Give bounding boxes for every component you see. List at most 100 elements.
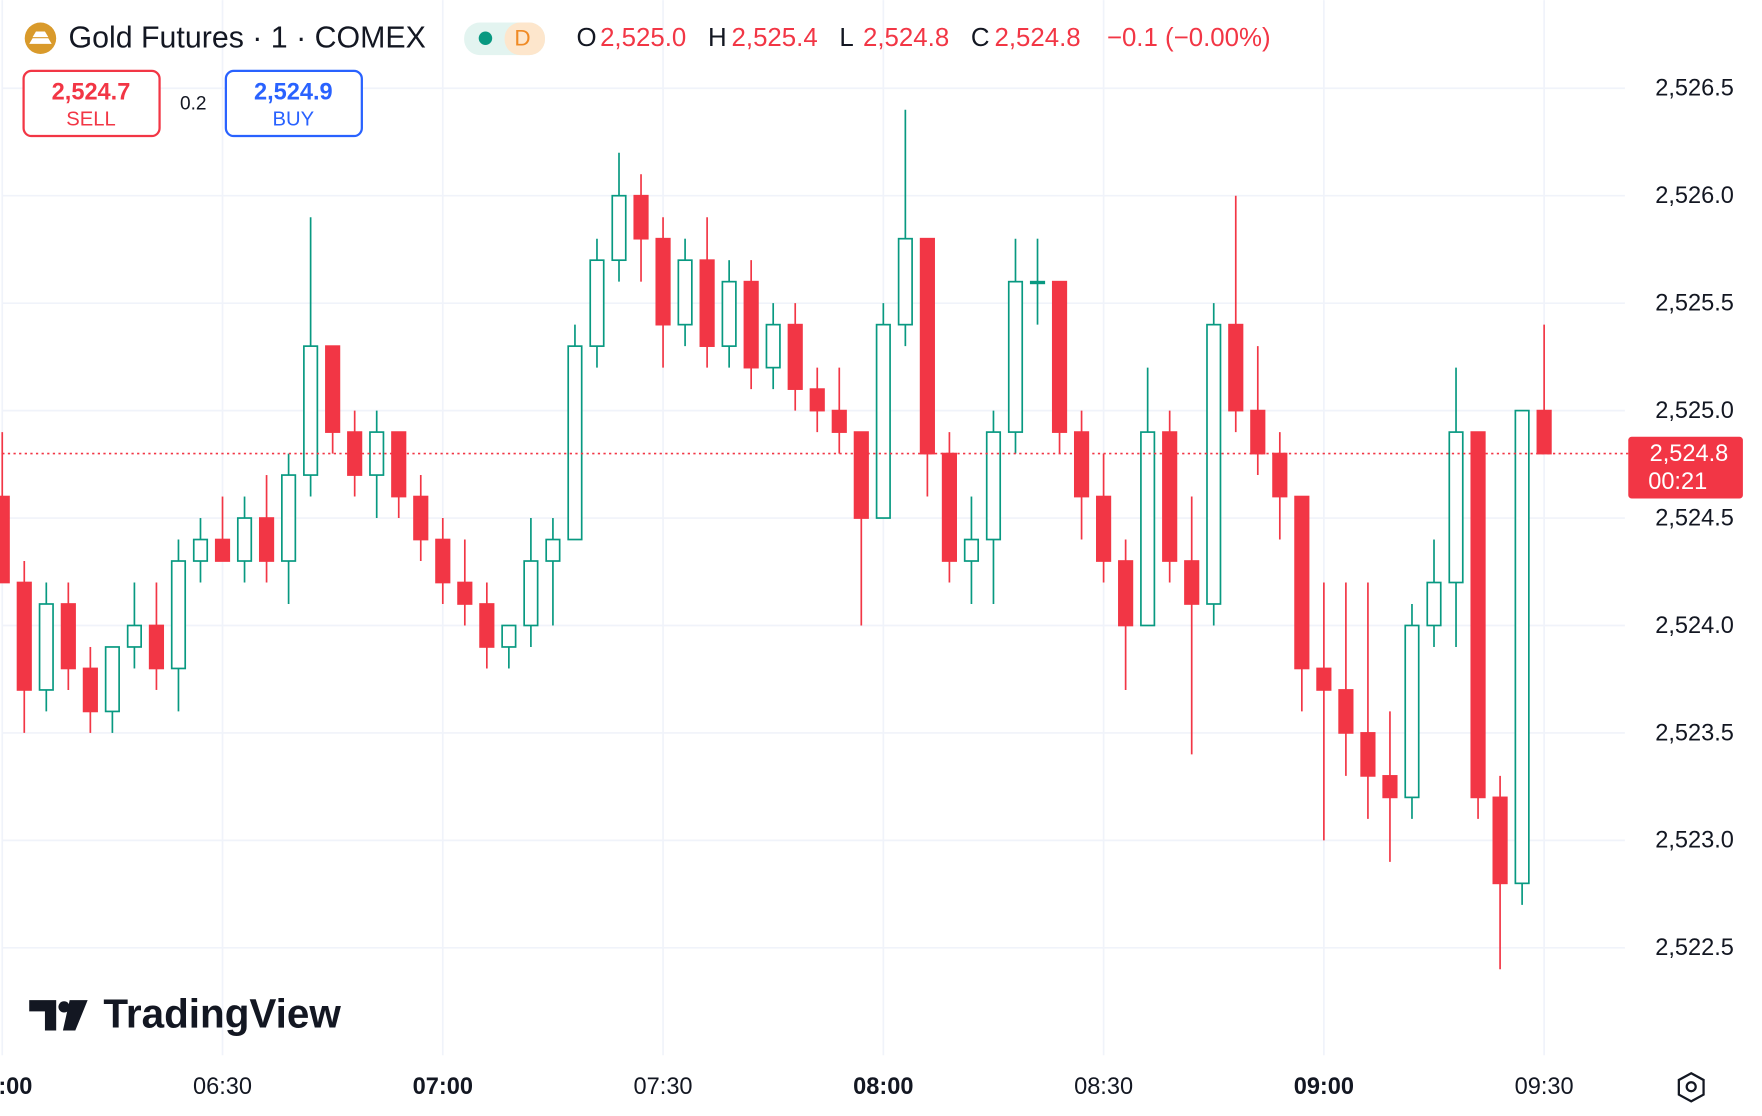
candle-body	[413, 495, 429, 541]
candle-body	[963, 538, 980, 562]
candle-body	[677, 259, 693, 326]
candle-body	[1360, 732, 1376, 777]
sell-button[interactable]	[22, 69, 161, 138]
candle-body	[281, 474, 297, 562]
candle-body	[1206, 323, 1222, 605]
countdown: 00:21	[1648, 468, 1707, 494]
candle-body	[38, 603, 54, 691]
candle-body	[457, 581, 473, 605]
candle-body	[985, 431, 1002, 541]
candle-body	[1007, 280, 1024, 433]
y-tick-label: 2,524.0	[1655, 612, 1734, 638]
candle-body	[523, 560, 539, 627]
candle-body	[1029, 280, 1046, 285]
candle-body	[545, 538, 561, 562]
candle-body	[831, 409, 847, 433]
x-tick-label: 07:00	[413, 1073, 473, 1099]
y-tick-label: 2,525.5	[1655, 290, 1734, 316]
symbol-title: Gold Futures · 1 · COMEX	[69, 21, 426, 54]
candle-body	[853, 431, 869, 519]
change: −0.1 (−0.00%)	[1107, 24, 1271, 52]
x-tick-label: 06:30	[193, 1073, 252, 1099]
candle-body	[897, 237, 913, 326]
candles	[0, 109, 1552, 970]
candle-body	[192, 538, 209, 562]
candle-body	[1404, 624, 1420, 799]
candle-body	[258, 517, 275, 562]
y-tick-label: 2,526.0	[1655, 182, 1734, 208]
candle-body	[82, 667, 98, 713]
settings-center[interactable]	[1685, 1081, 1697, 1093]
last-price-label: 2,524.8	[1650, 440, 1729, 466]
header: Gold Futures · 1 · COMEX D O 2,525.0 H 2,52…	[22, 21, 1271, 138]
candle-body	[1184, 560, 1200, 605]
buy-label[interactable]: BUY	[273, 109, 315, 131]
candle-body	[0, 495, 10, 584]
sell-price[interactable]: 2,524.7	[52, 79, 131, 105]
brand-logo-dot	[58, 1001, 70, 1013]
interval-badge: D	[514, 25, 530, 50]
candle-body	[743, 280, 759, 369]
candle-body	[347, 431, 363, 476]
candle-body	[369, 431, 385, 476]
candle-body	[1118, 560, 1134, 627]
candle-body	[1536, 409, 1552, 455]
grid: 2,522.5 2,523.0 2,523.5 2,524.0 2,524.5 2,525…	[0, 0, 1734, 1099]
x-tick-label: 06:00	[0, 1073, 32, 1099]
candle-body	[721, 280, 737, 347]
candle-body	[391, 431, 407, 498]
y-tick-label: 2,525.0	[1655, 397, 1734, 423]
ohlc-value: 2,524.8	[994, 24, 1080, 52]
ohlc-value: 2,524.8	[863, 24, 949, 52]
candle-body	[1316, 667, 1332, 691]
x-tick-label: 09:00	[1294, 1073, 1354, 1099]
settings-hexagon[interactable]	[1677, 1071, 1705, 1103]
y-tick-label: 2,522.5	[1655, 934, 1734, 960]
candle-body	[1294, 495, 1310, 670]
x-tick-label: 09:30	[1515, 1073, 1574, 1099]
candle-body	[479, 603, 495, 648]
candle-body	[435, 538, 451, 584]
x-tick-label: 08:30	[1074, 1073, 1133, 1099]
candle-body	[126, 624, 142, 648]
gold-bars-icon	[29, 31, 52, 44]
sell-label[interactable]: SELL	[66, 109, 115, 131]
candle-body	[875, 323, 891, 519]
spread: 0.2	[180, 94, 207, 115]
candle-body	[809, 388, 825, 412]
candle-body	[16, 581, 32, 691]
market-open-dot	[478, 31, 493, 46]
ohlc-value: 2,525.0	[600, 24, 686, 52]
buy-price[interactable]: 2,524.9	[254, 79, 333, 105]
candle-body	[1470, 431, 1486, 799]
candle-body	[104, 646, 120, 713]
candle-body	[170, 560, 187, 670]
brand-name: TradingView	[103, 991, 341, 1037]
settings-icon[interactable]	[1677, 1071, 1705, 1103]
candle-body	[655, 237, 671, 326]
candle-body	[699, 259, 715, 347]
candle-body	[1051, 280, 1068, 433]
candle-body	[633, 194, 649, 240]
y-tick-label: 2,523.0	[1655, 827, 1734, 853]
candle-body	[1272, 452, 1288, 498]
ohlc-legend: O 2,525.0 H 2,525.4 L 2,524.8 C 2,524.8	[576, 24, 1080, 52]
buy-button[interactable]	[224, 69, 363, 138]
ohlc-key: O	[576, 24, 596, 52]
badge-pill	[504, 22, 546, 56]
ohlc-key: L	[839, 24, 853, 52]
candle-body	[919, 237, 935, 455]
candle-body	[1140, 431, 1156, 627]
y-tick-label: 2,524.5	[1655, 504, 1734, 530]
candle-body	[1338, 689, 1354, 734]
brand-logo	[29, 1000, 88, 1031]
candle-body	[589, 259, 605, 347]
candle-body	[1228, 323, 1244, 412]
candle-body	[60, 603, 76, 670]
candle-body	[1514, 409, 1530, 885]
x-tick-label: 07:30	[634, 1073, 693, 1099]
candle-body	[148, 624, 165, 670]
candle-body	[1096, 495, 1112, 562]
